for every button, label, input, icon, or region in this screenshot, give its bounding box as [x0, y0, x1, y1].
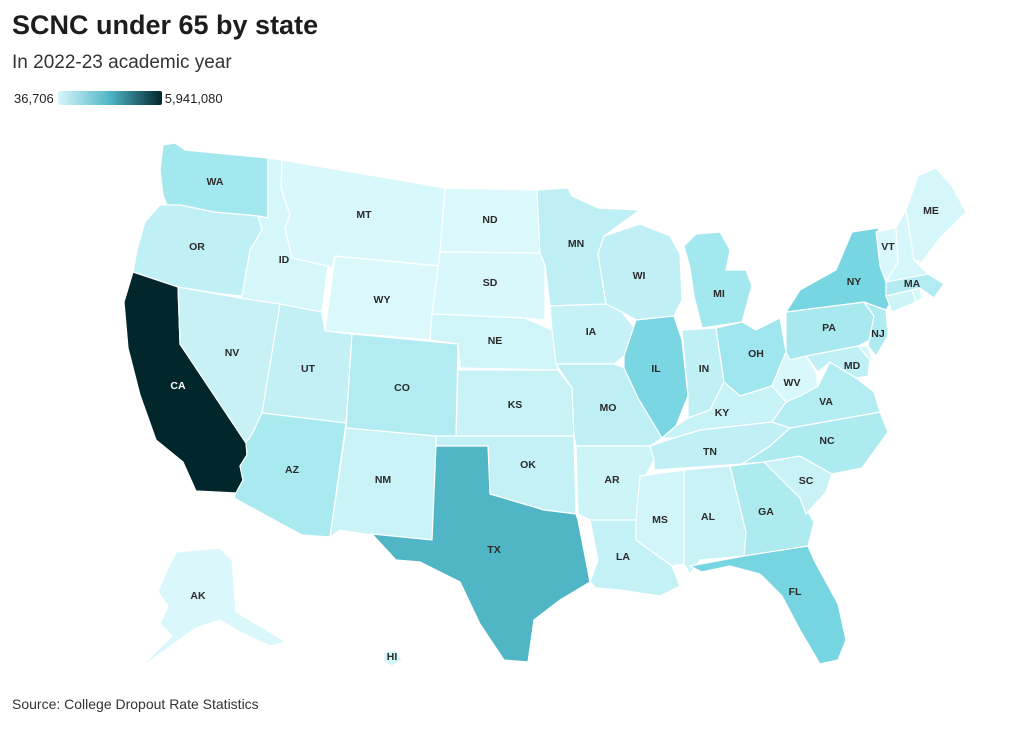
- state-label-ma: MA: [904, 278, 921, 290]
- state-ny[interactable]: [784, 227, 891, 313]
- state-label-ar: AR: [604, 474, 620, 486]
- state-me[interactable]: [905, 167, 967, 263]
- state-label-la: LA: [616, 551, 630, 563]
- state-label-wv: WV: [784, 377, 801, 389]
- state-label-ms: MS: [652, 514, 668, 526]
- state-label-vt: VT: [881, 241, 895, 253]
- state-label-ky: KY: [715, 407, 730, 419]
- state-label-co: CO: [394, 382, 410, 394]
- source-note: Source: College Dropout Rate Statistics: [12, 696, 259, 712]
- state-label-wi: WI: [633, 270, 646, 282]
- color-legend: 36,706 5,941,080: [14, 89, 223, 107]
- state-label-hi: HI: [387, 651, 398, 663]
- state-label-pa: PA: [822, 322, 836, 334]
- state-label-az: AZ: [285, 464, 300, 476]
- state-mi[interactable]: [683, 231, 753, 329]
- state-ak[interactable]: [139, 547, 288, 669]
- state-label-in: IN: [699, 363, 710, 375]
- state-label-tx: TX: [487, 544, 500, 556]
- state-label-nm: NM: [375, 474, 392, 486]
- state-label-wy: WY: [374, 294, 391, 306]
- state-label-ne: NE: [488, 335, 503, 347]
- state-label-mt: MT: [356, 209, 372, 221]
- state-label-md: MD: [844, 360, 861, 372]
- state-label-sd: SD: [483, 277, 498, 289]
- state-label-tn: TN: [703, 446, 717, 458]
- state-label-ca: CA: [170, 380, 186, 392]
- state-de[interactable]: [856, 345, 875, 367]
- state-label-nd: ND: [482, 214, 498, 226]
- legend-gradient-bar: [57, 91, 162, 105]
- state-label-or: OR: [189, 241, 205, 253]
- state-label-id: ID: [279, 254, 290, 266]
- state-mo[interactable]: [554, 363, 663, 447]
- state-tx[interactable]: [370, 445, 591, 663]
- state-label-sc: SC: [799, 475, 814, 487]
- state-hi[interactable]: [383, 649, 403, 667]
- state-label-mi: MI: [713, 288, 725, 300]
- legend-max-label: 5,941,080: [164, 90, 223, 106]
- state-label-mn: MN: [568, 238, 584, 250]
- state-label-me: ME: [923, 205, 939, 217]
- state-label-wa: WA: [207, 176, 224, 188]
- state-label-ks: KS: [508, 399, 523, 411]
- state-label-nv: NV: [225, 347, 240, 359]
- state-label-ok: OK: [520, 459, 536, 471]
- state-label-ak: AK: [190, 590, 206, 602]
- state-label-va: VA: [819, 396, 833, 408]
- state-label-mo: MO: [600, 402, 617, 414]
- state-ne[interactable]: [429, 313, 559, 371]
- map-title: SCNC under 65 by state: [12, 10, 319, 40]
- state-label-fl: FL: [789, 586, 802, 598]
- state-label-ga: GA: [758, 506, 774, 518]
- state-fl[interactable]: [688, 545, 847, 665]
- state-label-ut: UT: [301, 363, 316, 375]
- state-label-al: AL: [701, 511, 716, 523]
- state-label-il: IL: [651, 363, 661, 375]
- state-label-ny: NY: [847, 276, 862, 288]
- legend-min-label: 36,706: [14, 90, 54, 106]
- state-label-oh: OH: [748, 348, 764, 360]
- map-subtitle: In 2022-23 academic year: [12, 52, 232, 73]
- state-label-nc: NC: [819, 435, 835, 447]
- state-label-nj: NJ: [871, 328, 885, 340]
- state-label-ia: IA: [586, 326, 597, 338]
